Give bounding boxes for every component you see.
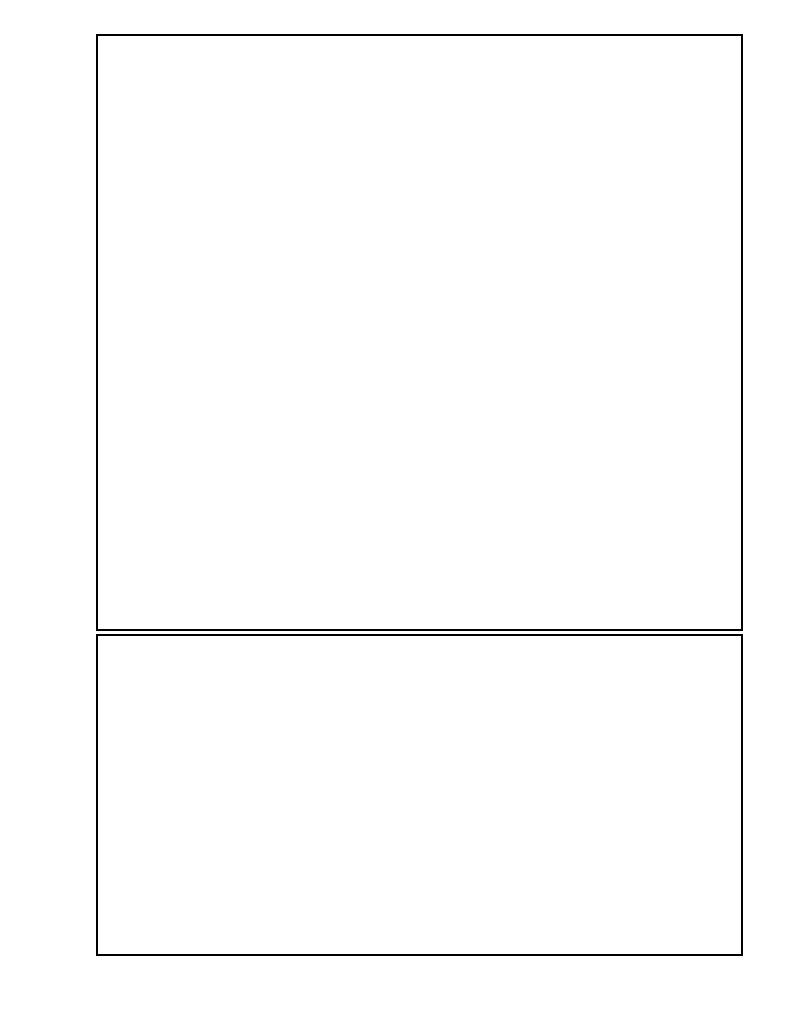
main-panel-frame: [96, 34, 743, 631]
ratio-panel-frame: [96, 634, 743, 956]
